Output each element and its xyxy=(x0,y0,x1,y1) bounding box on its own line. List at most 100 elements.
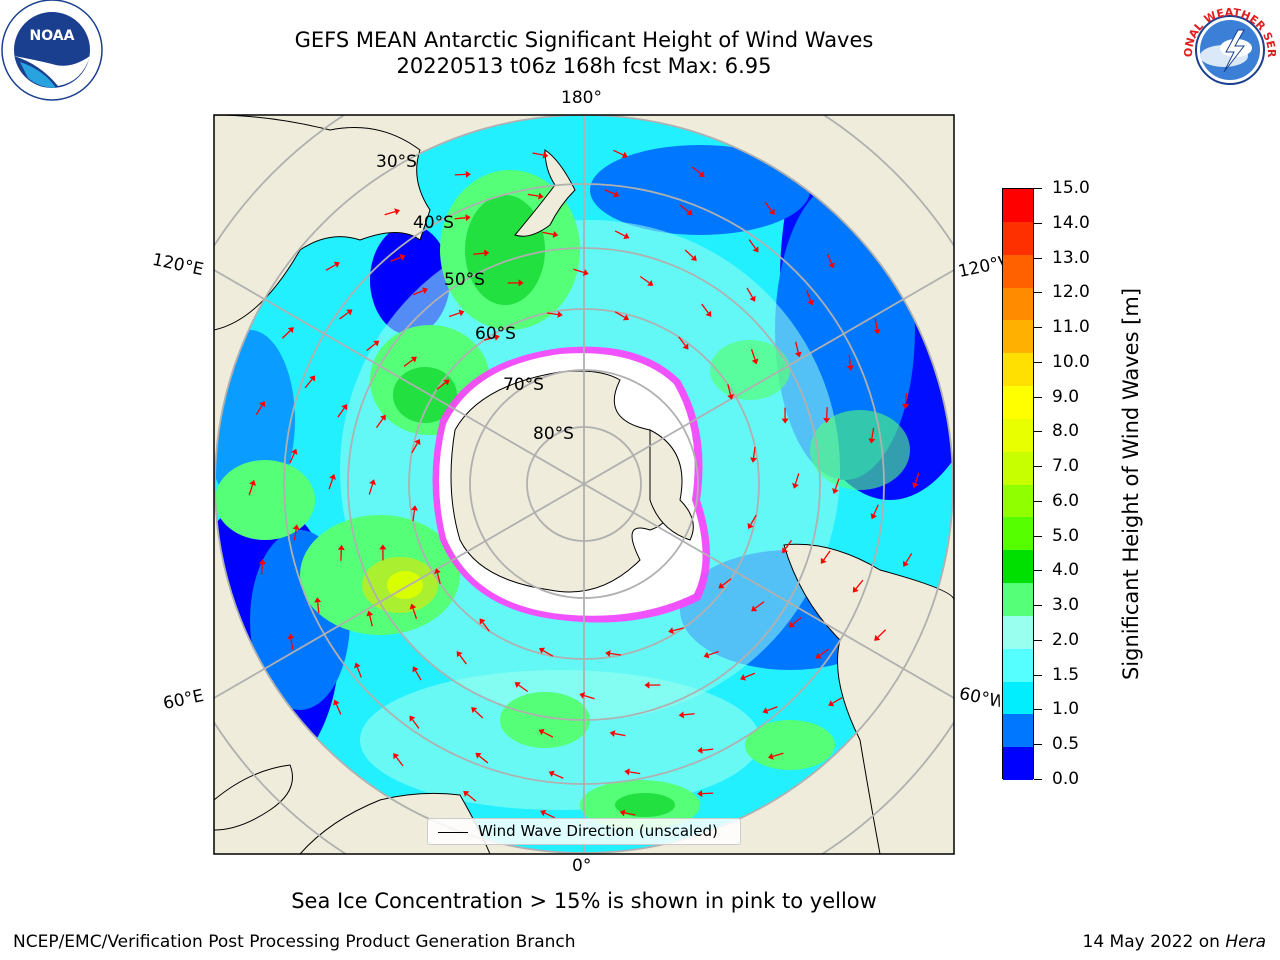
wave-direction-arrowhead xyxy=(465,170,471,178)
wave-direction-arrowhead xyxy=(624,768,630,776)
wave-direction-arrow xyxy=(792,616,802,625)
wave-direction-arrowhead xyxy=(751,605,758,612)
wave-direction-arrowhead xyxy=(291,448,298,455)
noaa-logo: NOAA xyxy=(1,0,103,101)
wave-direction-arrowhead xyxy=(483,249,490,257)
wave-direction-arrowhead xyxy=(647,279,654,286)
wave-direction-arrow xyxy=(702,792,714,795)
colorbar-segment xyxy=(1003,714,1033,748)
lon-label-top: 180° xyxy=(561,88,602,108)
wave-direction-arrowhead xyxy=(609,730,616,738)
wave-direction-arrow xyxy=(904,393,908,405)
wave-direction-arrowhead xyxy=(552,230,559,238)
wave-direction-arrow xyxy=(727,384,732,396)
colorbar-segment xyxy=(1003,254,1033,288)
wave-direction-arrowhead xyxy=(434,568,441,574)
wave-direction-arrowhead xyxy=(747,522,754,530)
wave-direction-arrow xyxy=(384,211,396,216)
wave-direction-arrow xyxy=(403,359,414,367)
lat-label-60s: 60°S xyxy=(475,324,516,344)
map-legend: Wind Wave Direction (unscaled) xyxy=(427,818,741,845)
wave-direction-arrowhead xyxy=(409,715,416,722)
wave-direction-arrow xyxy=(255,405,263,416)
wave-direction-arrow xyxy=(375,418,384,429)
wave-direction-arrow xyxy=(744,672,756,678)
wave-direction-arrowhead xyxy=(768,752,774,760)
wave-direction-arrowhead xyxy=(538,728,545,736)
colorbar-tick-label: 4.0 xyxy=(1052,560,1080,581)
colorbar-segment xyxy=(1003,517,1033,551)
wave-direction-arrow xyxy=(683,713,695,716)
wave-direction-arrowhead xyxy=(727,394,734,400)
wave-direction-arrowhead xyxy=(740,674,746,681)
wave-direction-arrow xyxy=(335,704,342,715)
wave-direction-arrow xyxy=(679,204,690,213)
wave-direction-arrowhead xyxy=(788,621,795,628)
wave-direction-arrow xyxy=(795,341,799,353)
wave-direction-arrowhead xyxy=(644,681,650,689)
wave-direction-arrow xyxy=(546,312,558,316)
wave-direction-arrow xyxy=(317,602,320,614)
wave-direction-arrowhead xyxy=(518,279,524,287)
wave-direction-arrow xyxy=(518,684,529,693)
wave-direction-arrowhead xyxy=(582,269,589,276)
wave-direction-arrowhead xyxy=(820,557,827,564)
colorbar-tick-label: 14.0 xyxy=(1052,212,1090,233)
wave-direction-arrow xyxy=(542,231,554,236)
wave-direction-arrowhead xyxy=(329,474,336,480)
wave-direction-arrowhead xyxy=(828,262,835,269)
wave-direction-arrowhead xyxy=(458,309,465,317)
wave-direction-arrowhead xyxy=(873,328,881,335)
lat-label-50s: 50°S xyxy=(444,270,485,290)
map-frame xyxy=(213,114,955,855)
wave-direction-arrow xyxy=(414,670,422,681)
colorbar-tick xyxy=(1034,466,1042,468)
wave-direction-arrow xyxy=(914,472,920,484)
wave-direction-arrow xyxy=(281,330,291,339)
lon-label-bottom: 0° xyxy=(572,856,592,876)
wave-direction-arrowhead xyxy=(828,700,835,707)
colorbar-tick-label: 1.5 xyxy=(1052,664,1080,685)
wave-direction-arrowhead xyxy=(463,790,470,797)
wave-direction-arrow xyxy=(390,256,402,262)
wave-direction-arrow xyxy=(624,812,636,816)
wave-direction-arrow xyxy=(466,793,477,802)
wave-direction-arrowhead xyxy=(399,254,406,261)
wave-direction-arrowhead xyxy=(369,479,376,486)
wave-direction-arrow xyxy=(746,287,754,298)
wave-direction-arrowhead xyxy=(292,524,300,530)
wave-direction-arrow xyxy=(832,697,843,704)
wave-direction-arrow xyxy=(289,452,295,464)
colorbar-tick-label: 6.0 xyxy=(1052,490,1080,511)
colorbar-tick xyxy=(1034,779,1042,780)
new-zealand xyxy=(514,149,576,237)
wave-direction-arrowhead xyxy=(346,309,353,316)
wave-direction-arrow xyxy=(784,539,793,550)
colorbar-tick xyxy=(1034,744,1042,746)
wave-direction-arrowhead xyxy=(792,482,799,489)
map-subtitle: 20220513 t06z 168h fcst Max: 6.95 xyxy=(396,54,772,78)
colorbar-tick xyxy=(1034,500,1042,502)
colorbar-segment xyxy=(1003,451,1033,485)
wave-direction-arrow xyxy=(368,483,374,495)
wave-direction-arrowhead xyxy=(394,208,400,216)
wave-direction-arrowhead xyxy=(410,356,417,363)
lat-label-80s: 80°S xyxy=(533,424,574,444)
wave-direction-arrowhead xyxy=(697,790,703,798)
wave-direction-arrow xyxy=(436,572,441,584)
colorbar-segment xyxy=(1003,747,1033,781)
wave-direction-arrow xyxy=(412,608,418,619)
colorbar xyxy=(1002,188,1034,781)
wave-direction-arrowhead xyxy=(703,651,710,659)
wave-direction-arrow xyxy=(874,318,878,330)
colorbar-segment xyxy=(1003,484,1033,518)
wave-direction-arrow xyxy=(583,694,595,700)
lat-label-30s: 30°S xyxy=(376,152,417,172)
wave-direction-arrow xyxy=(436,382,447,390)
wave-direction-arrow xyxy=(325,264,336,271)
wave-direction-arrowhead xyxy=(333,261,340,268)
wave-direction-arrow xyxy=(473,252,485,255)
wave-direction-arrow xyxy=(764,201,773,212)
wave-direction-arrow xyxy=(248,484,254,496)
